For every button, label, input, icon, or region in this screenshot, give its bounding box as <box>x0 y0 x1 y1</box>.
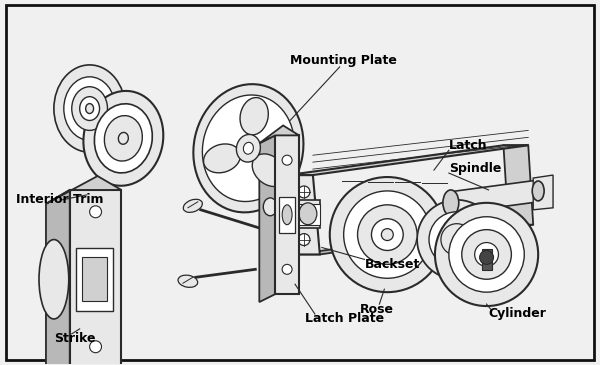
Circle shape <box>282 155 292 165</box>
Ellipse shape <box>263 198 277 216</box>
Text: Rose: Rose <box>359 303 394 315</box>
Polygon shape <box>288 175 320 254</box>
Polygon shape <box>46 176 121 204</box>
Ellipse shape <box>443 190 459 216</box>
Circle shape <box>449 217 524 292</box>
Polygon shape <box>295 200 320 228</box>
Polygon shape <box>295 204 320 225</box>
Text: Interior Trim: Interior Trim <box>16 193 104 206</box>
Ellipse shape <box>39 239 69 319</box>
Ellipse shape <box>193 84 304 212</box>
Ellipse shape <box>94 104 152 173</box>
Ellipse shape <box>72 87 107 130</box>
Ellipse shape <box>244 142 253 154</box>
Ellipse shape <box>80 97 100 120</box>
Text: Cylinder: Cylinder <box>488 307 547 320</box>
Ellipse shape <box>203 144 241 173</box>
Ellipse shape <box>240 97 268 135</box>
Circle shape <box>371 219 403 250</box>
Polygon shape <box>70 190 121 365</box>
Circle shape <box>475 242 499 266</box>
Circle shape <box>298 234 310 246</box>
Text: Latch: Latch <box>449 139 487 152</box>
Ellipse shape <box>104 116 142 161</box>
Text: Latch Plate: Latch Plate <box>305 312 384 326</box>
Ellipse shape <box>532 181 544 201</box>
Ellipse shape <box>54 65 125 152</box>
Ellipse shape <box>178 275 197 287</box>
Polygon shape <box>82 257 107 301</box>
Polygon shape <box>259 135 275 302</box>
Polygon shape <box>268 200 288 220</box>
Circle shape <box>358 205 417 264</box>
Circle shape <box>330 177 445 292</box>
Polygon shape <box>275 135 299 294</box>
Ellipse shape <box>64 77 115 140</box>
Polygon shape <box>76 247 113 311</box>
Circle shape <box>89 341 101 353</box>
Polygon shape <box>533 175 553 210</box>
Ellipse shape <box>118 132 128 144</box>
Ellipse shape <box>86 104 94 114</box>
Ellipse shape <box>252 154 286 187</box>
Ellipse shape <box>183 199 202 212</box>
Circle shape <box>429 212 485 267</box>
Text: Strike: Strike <box>54 332 95 345</box>
Polygon shape <box>288 145 528 175</box>
Circle shape <box>441 224 473 256</box>
Polygon shape <box>46 190 70 365</box>
Ellipse shape <box>299 203 317 225</box>
Polygon shape <box>295 225 533 254</box>
Circle shape <box>462 230 511 279</box>
Circle shape <box>479 250 494 264</box>
Circle shape <box>382 228 393 241</box>
Text: Backset: Backset <box>365 258 420 271</box>
Polygon shape <box>279 197 295 233</box>
Polygon shape <box>449 180 538 214</box>
Circle shape <box>435 203 538 306</box>
Ellipse shape <box>202 95 295 201</box>
Polygon shape <box>482 250 491 270</box>
Polygon shape <box>435 235 445 272</box>
Circle shape <box>298 186 310 198</box>
Circle shape <box>89 206 101 218</box>
Circle shape <box>282 264 292 274</box>
Ellipse shape <box>83 91 163 186</box>
Ellipse shape <box>282 205 292 225</box>
Circle shape <box>417 200 496 279</box>
Text: Mounting Plate: Mounting Plate <box>290 54 397 68</box>
Polygon shape <box>259 126 299 143</box>
Text: Spindle: Spindle <box>449 162 501 174</box>
Polygon shape <box>503 145 533 225</box>
Ellipse shape <box>236 134 260 162</box>
Circle shape <box>344 191 431 278</box>
